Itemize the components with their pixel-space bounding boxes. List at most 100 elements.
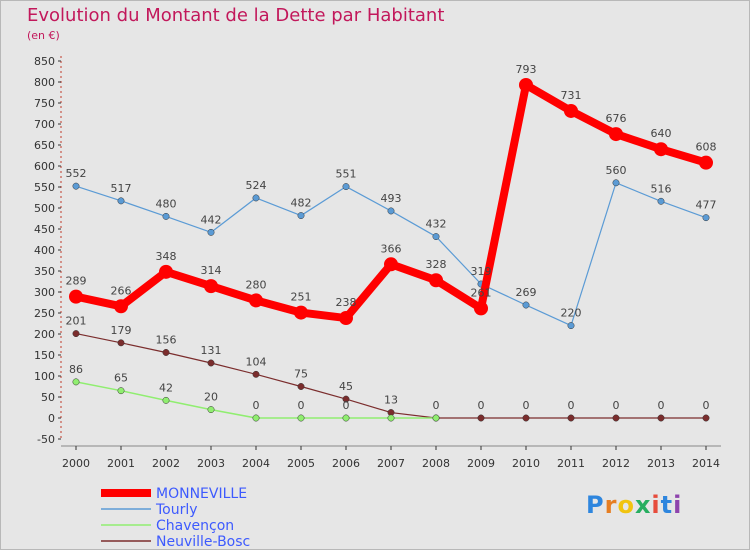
data-label: 314: [201, 264, 222, 277]
data-label: 251: [291, 291, 312, 304]
y-tick-label: 700: [34, 118, 55, 131]
data-point: [297, 212, 305, 220]
data-point: [387, 414, 395, 422]
data-label: 0: [343, 399, 350, 412]
data-label: 477: [696, 199, 717, 212]
data-label: 269: [516, 286, 537, 299]
data-label: 104: [246, 355, 267, 368]
data-point: [564, 103, 578, 118]
data-point: [429, 273, 443, 288]
data-point: [117, 387, 125, 395]
data-label: 131: [201, 344, 222, 357]
data-point: [342, 183, 350, 191]
y-tick-label: 150: [34, 349, 55, 362]
data-point: [297, 383, 305, 390]
y-tick-label: 50: [41, 391, 55, 404]
data-label: 0: [298, 399, 305, 412]
y-tick-label: 100: [34, 370, 55, 383]
data-label: 86: [69, 363, 83, 376]
data-point: [387, 207, 395, 215]
data-label: 348: [156, 250, 177, 263]
data-label: 65: [114, 372, 128, 385]
data-point: [699, 155, 713, 170]
data-label: 238: [336, 296, 357, 309]
x-tick-label: 2005: [287, 457, 315, 470]
data-point: [567, 414, 575, 422]
data-point: [162, 396, 170, 404]
proxiti-logo: Proxiti: [586, 491, 683, 519]
data-label: 482: [291, 197, 312, 210]
data-label: 0: [478, 399, 485, 412]
y-tick-label: 200: [34, 328, 55, 341]
legend-label: MONNEVILLE: [156, 486, 247, 502]
legend-label: Chavençon: [156, 518, 234, 534]
data-label: 156: [156, 333, 177, 346]
data-point: [297, 414, 305, 422]
data-label: 640: [651, 127, 672, 140]
data-point: [342, 414, 350, 422]
data-point: [657, 414, 665, 422]
data-point: [432, 233, 440, 241]
data-label: 42: [159, 381, 173, 394]
data-point: [162, 212, 170, 220]
data-label: 432: [426, 218, 447, 231]
y-tick-label: 450: [34, 223, 55, 236]
data-point: [69, 289, 83, 304]
data-point: [294, 305, 308, 320]
data-label: 0: [433, 399, 440, 412]
data-point: [72, 330, 80, 338]
data-label: 13: [384, 394, 398, 407]
data-label: 280: [246, 278, 267, 291]
data-label: 261: [471, 286, 492, 299]
data-point: [342, 395, 350, 403]
data-label: 608: [696, 141, 717, 154]
data-label: 45: [339, 380, 353, 393]
data-label: 676: [606, 112, 627, 125]
data-point: [117, 339, 125, 347]
data-point: [204, 279, 218, 294]
data-label: 517: [111, 182, 132, 195]
data-point: [159, 264, 173, 279]
x-tick-label: 2009: [467, 457, 495, 470]
data-label: 731: [561, 89, 582, 102]
y-tick-label: 600: [34, 160, 55, 173]
data-label: 179: [111, 324, 132, 337]
x-tick-label: 2006: [332, 457, 360, 470]
data-point: [114, 299, 128, 314]
data-label: 551: [336, 168, 357, 181]
y-tick-label: 500: [34, 202, 55, 215]
y-tick-label: 550: [34, 181, 55, 194]
y-tick-label: -50: [37, 433, 55, 446]
data-label: 493: [381, 192, 402, 205]
data-point: [477, 414, 485, 422]
data-point: [384, 257, 398, 272]
data-point: [252, 370, 260, 378]
y-tick-label: 850: [34, 55, 55, 68]
chart-title: Evolution du Montant de la Dette par Hab…: [27, 5, 445, 26]
y-tick-label: 300: [34, 286, 55, 299]
x-tick-label: 2001: [107, 457, 135, 470]
data-point: [567, 322, 575, 330]
data-point: [249, 293, 263, 308]
legend-label: Tourly: [155, 502, 198, 518]
data-point: [72, 378, 80, 386]
data-point: [654, 142, 668, 157]
data-point: [612, 414, 620, 422]
data-label: 0: [613, 399, 620, 412]
legend-label: Neuville-Bosc: [156, 534, 250, 549]
y-tick-label: 0: [48, 412, 55, 425]
data-label: 480: [156, 197, 177, 210]
data-label: 319: [471, 265, 492, 278]
data-point: [432, 414, 440, 422]
data-label: 0: [253, 399, 260, 412]
data-label: 201: [66, 315, 87, 328]
x-tick-label: 2012: [602, 457, 630, 470]
data-label: 75: [294, 368, 308, 381]
data-label: 442: [201, 213, 222, 226]
x-tick-label: 2014: [692, 457, 720, 470]
x-tick-label: 2008: [422, 457, 450, 470]
data-point: [609, 127, 623, 142]
y-tick-label: 650: [34, 139, 55, 152]
